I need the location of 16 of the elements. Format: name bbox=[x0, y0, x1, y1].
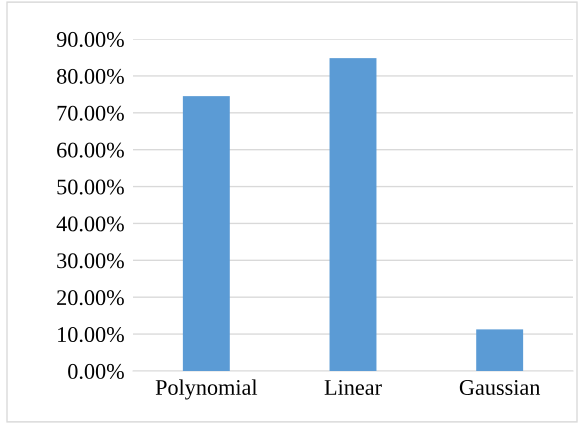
y-tick-label: 80.00% bbox=[57, 68, 124, 84]
bar bbox=[330, 58, 376, 371]
bar bbox=[182, 96, 230, 371]
y-tick-label: 20.00% bbox=[57, 290, 124, 306]
y-tick-label: 90.00% bbox=[56, 32, 124, 48]
bar bbox=[476, 329, 524, 371]
y-tick-label: 0.00% bbox=[68, 364, 124, 380]
x-tick-label: Polynomial bbox=[156, 379, 258, 400]
y-tick-label: 50.00% bbox=[57, 179, 124, 195]
x-tick-label: Gaussian bbox=[460, 380, 540, 395]
y-tick-label: 70.00% bbox=[58, 106, 124, 121]
y-tick-label: 30.00% bbox=[57, 253, 124, 268]
x-tick-label: Linear bbox=[324, 380, 382, 395]
y-tick-label: 60.00% bbox=[57, 142, 124, 158]
y-tick-label: 40.00% bbox=[56, 216, 124, 232]
y-tick-label: 10.00% bbox=[58, 327, 124, 342]
